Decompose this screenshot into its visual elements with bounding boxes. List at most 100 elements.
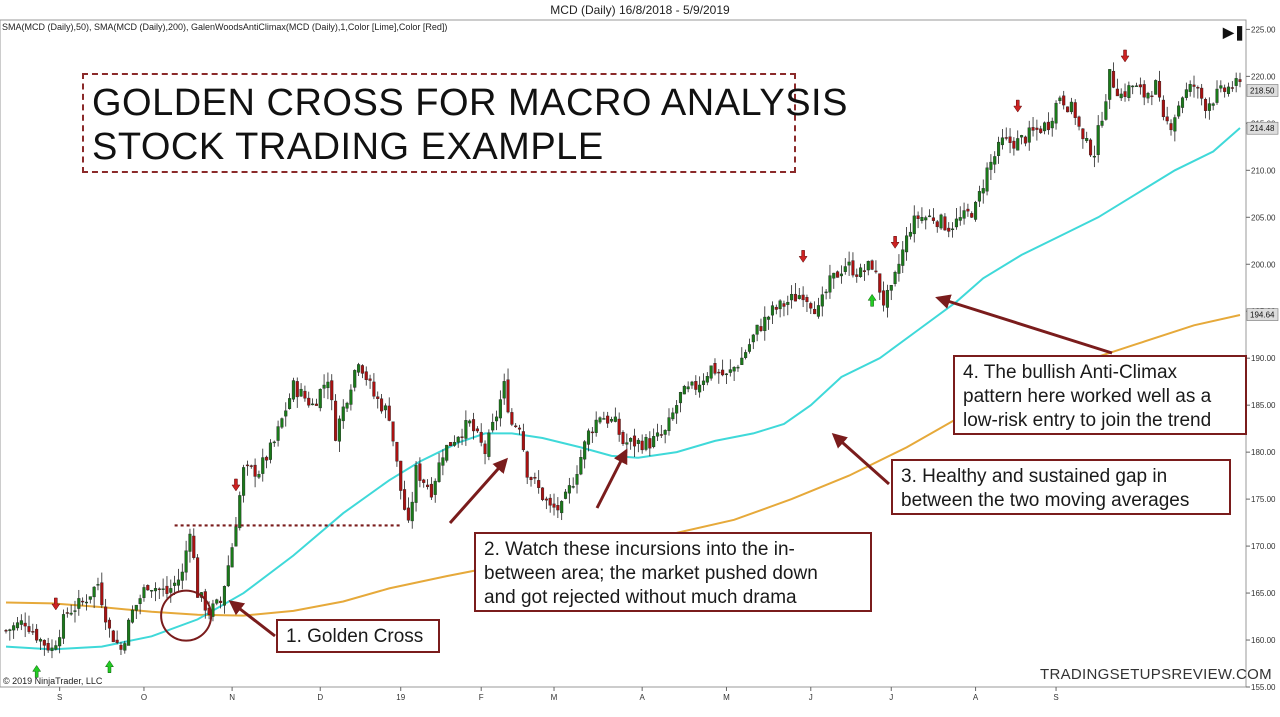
candle-up — [671, 412, 675, 420]
candle-up — [180, 571, 184, 581]
candle-up — [284, 410, 288, 417]
candle-down — [529, 477, 533, 480]
arrow-ma-gap — [831, 433, 890, 486]
candle-up — [280, 418, 284, 428]
candle-down — [27, 626, 31, 632]
candle-down — [307, 397, 311, 406]
candle-down — [916, 215, 920, 219]
candle-up — [261, 457, 265, 474]
candle-up — [763, 316, 767, 332]
candle-down — [391, 421, 395, 442]
candle-down — [372, 381, 376, 397]
signal-down-arrow — [890, 236, 900, 249]
callout-4-line-2: pattern here worked well as a — [963, 386, 1212, 407]
candle-down — [192, 535, 196, 558]
candle-up — [1146, 92, 1150, 99]
candle-up — [188, 533, 192, 552]
candle-up — [1188, 84, 1192, 92]
candle-up — [8, 629, 12, 631]
signal-up-arrow — [105, 660, 114, 673]
candle-up — [161, 588, 165, 590]
candle-up — [50, 647, 54, 651]
candle-up — [1027, 127, 1031, 143]
title-line-2: STOCK TRADING EXAMPLE — [92, 126, 604, 168]
candle-up — [257, 474, 261, 478]
candle-up — [629, 438, 633, 442]
callout-golden-cross: 1. Golden Cross — [276, 619, 440, 653]
candle-up — [728, 369, 732, 373]
candle-down — [836, 271, 840, 278]
candle-up — [732, 367, 736, 372]
candle-up — [1100, 120, 1104, 126]
candle-down — [4, 630, 8, 632]
candle-up — [652, 436, 656, 448]
candle-down — [552, 503, 556, 508]
candle-up — [824, 291, 828, 294]
watermark: TRADINGSETUPSREVIEW.COM — [1040, 666, 1272, 683]
candle-down — [1196, 87, 1200, 89]
candle-down — [1169, 123, 1173, 131]
candle-up — [226, 565, 230, 587]
callout-3-line-2: between the two moving averages — [901, 490, 1190, 511]
candle-up — [740, 357, 744, 365]
candle-down — [521, 431, 525, 451]
candle-up — [678, 392, 683, 404]
candle-up — [598, 417, 602, 423]
candle-down — [1035, 127, 1039, 130]
candle-up — [847, 261, 851, 266]
candle-up — [613, 416, 617, 422]
candle-up — [127, 619, 131, 646]
candle-up — [1054, 102, 1058, 124]
candle-up — [962, 210, 966, 219]
candle-up — [625, 442, 629, 445]
candle-up — [169, 588, 173, 593]
candle-down — [1123, 91, 1127, 97]
candle-down — [219, 600, 223, 603]
candle-down — [196, 557, 200, 598]
candle-down — [943, 216, 947, 231]
candle-up — [234, 526, 238, 547]
candle-up — [1096, 125, 1100, 155]
chart-title: MCD (Daily) 16/8/2018 - 5/9/2019 — [550, 3, 730, 17]
candle-up — [88, 596, 92, 600]
candle-up — [130, 609, 135, 623]
candle-up — [12, 625, 16, 631]
candle-up — [54, 645, 58, 650]
candle-down — [380, 398, 384, 412]
candle-up — [1108, 69, 1112, 100]
candle-up — [1092, 155, 1096, 158]
x-tick-label: D — [317, 693, 323, 702]
candle-up — [893, 271, 897, 284]
candle-down — [119, 644, 123, 650]
skip-to-end-icon[interactable]: ▶❚ — [1223, 24, 1246, 40]
candle-down — [460, 436, 464, 438]
candle-down — [935, 221, 939, 228]
y-axis: 155.00 160.00 165.00 170.00 175.00 180.00 185.… — [1245, 20, 1279, 692]
candle-up — [452, 441, 456, 446]
candle-up — [583, 441, 587, 460]
candle-up — [701, 380, 706, 385]
y-tick-label: 210.00 — [1251, 166, 1276, 175]
signal-down-arrow — [231, 478, 241, 492]
candle-down — [46, 643, 50, 651]
callout-2-line-3: and got rejected without much drama — [484, 587, 797, 608]
candle-up — [272, 441, 276, 444]
candle-up — [924, 217, 928, 221]
candle-up — [123, 643, 127, 651]
candle-up — [383, 405, 387, 411]
signal-up-arrow — [32, 664, 42, 678]
x-tick-label: A — [973, 693, 979, 702]
candle-up — [755, 324, 759, 335]
callout-2-line-1: 2. Watch these incursions into the in- — [484, 539, 795, 560]
candle-up — [58, 637, 62, 647]
candle-up — [736, 366, 740, 369]
candle-up — [767, 316, 771, 320]
candle-down — [813, 308, 817, 315]
candle-up — [602, 418, 606, 420]
candle-down — [1203, 99, 1208, 111]
candle-down — [471, 419, 476, 432]
candle-up — [173, 582, 177, 586]
candle-down — [533, 477, 537, 479]
candle-up — [586, 430, 591, 445]
candle-down — [632, 435, 637, 447]
